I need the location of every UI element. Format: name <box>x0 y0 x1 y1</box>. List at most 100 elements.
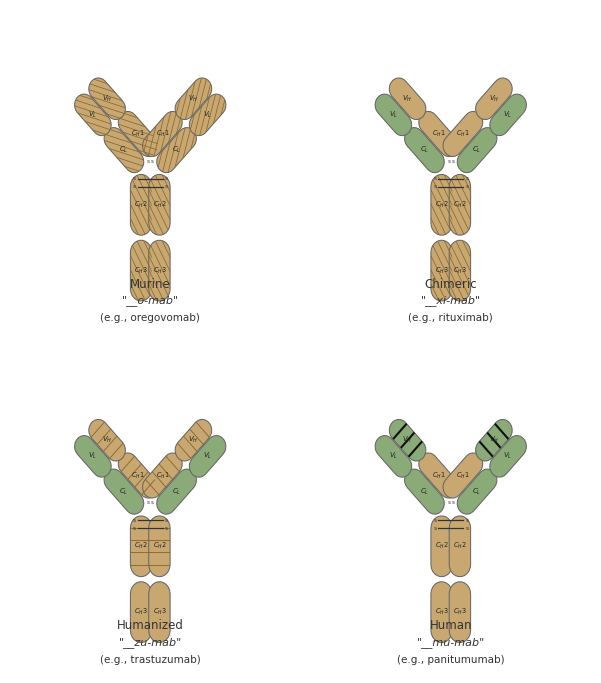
Text: s: s <box>165 518 168 523</box>
Polygon shape <box>449 582 471 643</box>
Text: s: s <box>433 518 436 523</box>
Polygon shape <box>189 436 226 477</box>
Polygon shape <box>89 419 126 461</box>
Text: $C_L$: $C_L$ <box>419 145 429 155</box>
Text: $C_H$1: $C_H$1 <box>456 471 470 481</box>
Text: (e.g., trastuzumab): (e.g., trastuzumab) <box>100 654 201 665</box>
Text: $V_L$: $V_L$ <box>88 110 97 120</box>
Text: $V_H$: $V_H$ <box>188 435 198 445</box>
Text: s: s <box>465 526 468 531</box>
Text: s: s <box>147 158 150 164</box>
Polygon shape <box>104 469 144 514</box>
Polygon shape <box>104 128 144 173</box>
Text: (e.g., rituximab): (e.g., rituximab) <box>408 313 493 323</box>
Polygon shape <box>404 469 444 514</box>
Text: "__o-mab": "__o-mab" <box>121 295 179 306</box>
Text: $C_L$: $C_L$ <box>472 486 482 497</box>
Polygon shape <box>130 516 152 576</box>
Text: $C_H$1: $C_H$1 <box>432 471 445 481</box>
Text: $C_H$2: $C_H$2 <box>134 199 148 210</box>
Text: $C_H$3: $C_H$3 <box>453 266 467 276</box>
Polygon shape <box>157 128 197 173</box>
Text: $V_L$: $V_L$ <box>203 451 212 462</box>
Text: s: s <box>133 176 136 182</box>
Text: $C_H$3: $C_H$3 <box>435 266 448 276</box>
Text: $C_H$1: $C_H$1 <box>456 129 470 139</box>
Text: $C_L$: $C_L$ <box>419 486 429 497</box>
Polygon shape <box>389 78 426 120</box>
Text: Humanized: Humanized <box>117 619 184 632</box>
Text: "__mu-mab": "__mu-mab" <box>416 637 485 647</box>
Polygon shape <box>148 240 170 301</box>
Text: $C_H$2: $C_H$2 <box>153 199 166 210</box>
Polygon shape <box>375 436 412 477</box>
Text: $C_H$3: $C_H$3 <box>153 266 166 276</box>
Text: $C_H$3: $C_H$3 <box>134 607 148 617</box>
Polygon shape <box>175 78 212 120</box>
Text: s: s <box>451 158 454 164</box>
Text: $C_L$: $C_L$ <box>472 145 482 155</box>
Text: s: s <box>448 500 450 505</box>
Polygon shape <box>75 94 111 136</box>
Text: $V_H$: $V_H$ <box>102 94 112 104</box>
Text: s: s <box>448 158 450 164</box>
Polygon shape <box>389 419 426 461</box>
Polygon shape <box>130 240 152 301</box>
Polygon shape <box>148 582 170 643</box>
Polygon shape <box>449 240 471 301</box>
Polygon shape <box>457 469 497 514</box>
Text: s: s <box>133 526 136 531</box>
Polygon shape <box>118 453 158 498</box>
Text: "__zu-mab": "__zu-mab" <box>118 637 182 647</box>
Text: Chimeric: Chimeric <box>424 277 477 290</box>
Text: $C_H$1: $C_H$1 <box>156 129 169 139</box>
Text: (e.g., panitumumab): (e.g., panitumumab) <box>397 654 505 665</box>
Text: s: s <box>451 500 454 505</box>
Text: $C_H$2: $C_H$2 <box>153 541 166 551</box>
Text: $V_H$: $V_H$ <box>188 94 198 104</box>
Text: s: s <box>147 500 150 505</box>
Text: $C_H$2: $C_H$2 <box>453 199 467 210</box>
Text: s: s <box>151 158 153 164</box>
Text: $C_H$2: $C_H$2 <box>134 541 148 551</box>
Polygon shape <box>148 175 170 235</box>
Text: $V_H$: $V_H$ <box>403 435 413 445</box>
Text: s: s <box>465 176 468 182</box>
Text: $C_H$3: $C_H$3 <box>153 607 166 617</box>
Text: $C_H$1: $C_H$1 <box>432 129 445 139</box>
Polygon shape <box>419 111 459 156</box>
Polygon shape <box>457 128 497 173</box>
Text: s: s <box>465 184 468 189</box>
Text: $C_H$2: $C_H$2 <box>435 541 448 551</box>
Polygon shape <box>419 453 459 498</box>
Text: s: s <box>465 518 468 523</box>
Polygon shape <box>490 94 526 136</box>
Text: s: s <box>151 500 153 505</box>
Text: $V_H$: $V_H$ <box>489 435 499 445</box>
Text: $C_L$: $C_L$ <box>119 486 129 497</box>
Polygon shape <box>404 128 444 173</box>
Text: $V_L$: $V_L$ <box>389 110 398 120</box>
Text: s: s <box>433 176 436 182</box>
Text: $V_L$: $V_L$ <box>504 451 513 462</box>
Text: $V_H$: $V_H$ <box>489 94 499 104</box>
Polygon shape <box>475 419 512 461</box>
Polygon shape <box>431 582 453 643</box>
Text: $C_H$2: $C_H$2 <box>453 541 467 551</box>
Polygon shape <box>75 436 111 477</box>
Text: $C_L$: $C_L$ <box>172 486 182 497</box>
Text: $V_L$: $V_L$ <box>504 110 513 120</box>
Text: $C_H$3: $C_H$3 <box>453 607 467 617</box>
Text: $C_H$3: $C_H$3 <box>134 266 148 276</box>
Text: $C_H$1: $C_H$1 <box>156 471 169 481</box>
Text: $C_L$: $C_L$ <box>172 145 182 155</box>
Polygon shape <box>157 469 197 514</box>
Text: s: s <box>133 184 136 189</box>
Polygon shape <box>490 436 526 477</box>
Polygon shape <box>449 516 471 576</box>
Polygon shape <box>175 419 212 461</box>
Text: s: s <box>133 518 136 523</box>
Polygon shape <box>130 582 152 643</box>
Text: Human: Human <box>430 619 472 632</box>
Text: $C_L$: $C_L$ <box>119 145 129 155</box>
